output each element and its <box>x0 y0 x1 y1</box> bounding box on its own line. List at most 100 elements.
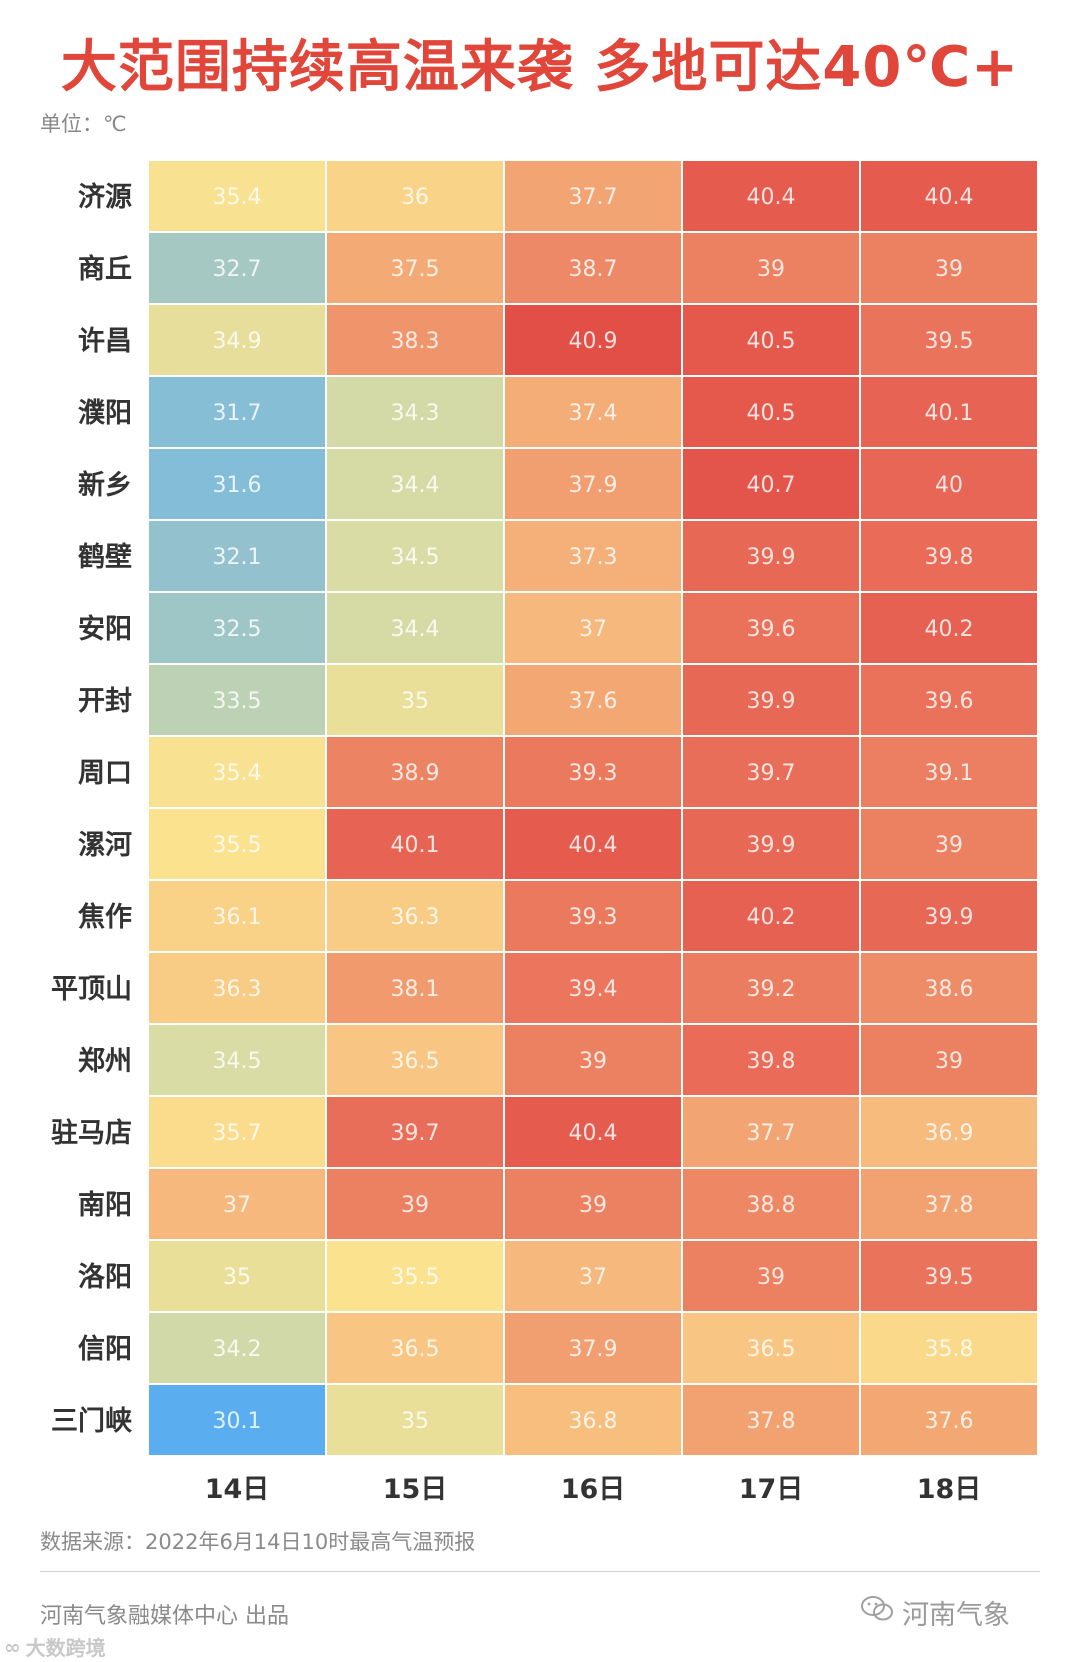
row-label: 平顶山 <box>51 974 132 1005</box>
row-label: 漯河 <box>78 830 132 861</box>
cell-value: 40.4 <box>747 185 796 210</box>
cell-value: 36.5 <box>391 1337 440 1362</box>
producer-credit: 河南气象融媒体中心 出品 <box>40 1604 289 1629</box>
cell-value: 39.9 <box>747 833 796 858</box>
column-label: 18日 <box>917 1474 982 1505</box>
heatmap-cell <box>325 1095 505 1169</box>
cell-value: 36.5 <box>747 1337 796 1362</box>
cell-value: 38.9 <box>391 761 440 786</box>
cell-value: 37.9 <box>569 473 618 498</box>
cell-value: 32.5 <box>213 617 262 642</box>
cell-value: 39 <box>935 833 963 858</box>
row-label: 南阳 <box>78 1190 132 1221</box>
heatmap-cell <box>681 519 861 593</box>
cell-value: 36 <box>401 185 429 210</box>
heatmap-cell <box>147 1383 327 1457</box>
heatmap-cell <box>147 1311 327 1385</box>
cell-value: 35.5 <box>213 833 262 858</box>
cell-value: 39 <box>935 1049 963 1074</box>
heatmap-cell <box>325 1239 505 1313</box>
row-label: 郑州 <box>78 1046 132 1077</box>
heatmap-cell <box>325 159 505 233</box>
heatmap-cell <box>859 375 1039 449</box>
data-source-note: 数据来源：2022年6月14日10时最高气温预报 <box>40 1530 476 1554</box>
heatmap-cell <box>859 519 1039 593</box>
unit-label: 单位：℃ <box>40 112 127 136</box>
cell-value: 35.7 <box>213 1121 262 1146</box>
column-label: 14日 <box>205 1474 270 1505</box>
cell-value: 37.3 <box>569 545 618 570</box>
heatmap-cell <box>147 375 327 449</box>
heatmap-cell <box>859 1095 1039 1169</box>
cell-value: 35 <box>401 689 429 714</box>
cell-value: 37.4 <box>569 401 618 426</box>
heatmap-cell <box>325 735 505 809</box>
cell-value: 39.7 <box>747 761 796 786</box>
row-label: 三门峡 <box>51 1406 132 1437</box>
cell-value: 36.5 <box>391 1049 440 1074</box>
cell-value: 40.9 <box>569 329 618 354</box>
cell-value: 40.5 <box>747 401 796 426</box>
cell-value: 37.5 <box>391 257 440 282</box>
cell-value: 39 <box>757 1265 785 1290</box>
cell-value: 39.9 <box>925 905 974 930</box>
heatmap-cell <box>503 447 683 521</box>
cell-value: 31.6 <box>213 473 262 498</box>
cell-value: 30.1 <box>213 1409 262 1434</box>
heatmap-cell <box>325 519 505 593</box>
heatmap-cell <box>859 1023 1039 1097</box>
heatmap-cell <box>147 1239 327 1313</box>
cell-value: 40.7 <box>747 473 796 498</box>
row-label: 驻马店 <box>51 1118 132 1149</box>
row-label: 济源 <box>78 182 132 213</box>
row-label: 周口 <box>78 758 132 789</box>
row-label: 开封 <box>78 686 132 717</box>
cell-value: 40.4 <box>569 833 618 858</box>
heatmap-cell <box>147 231 327 305</box>
chart-title: 大范围持续高温来袭 多地可达40℃+ <box>60 35 1020 100</box>
cell-value: 40.5 <box>747 329 796 354</box>
cell-value: 39.1 <box>925 761 974 786</box>
watermark-logo-icon: ∞ <box>4 1634 21 1659</box>
cell-value: 38.8 <box>747 1193 796 1218</box>
cell-value: 35 <box>401 1409 429 1434</box>
heatmap-cell <box>503 1239 683 1313</box>
cell-value: 34.5 <box>213 1049 262 1074</box>
heatmap-cell <box>325 303 505 377</box>
heatmap-cell <box>325 1311 505 1385</box>
cell-value: 39.2 <box>747 977 796 1002</box>
heatmap-cell <box>681 375 861 449</box>
watermark-text: 大数跨境 <box>25 1636 106 1660</box>
cell-value: 35.8 <box>925 1337 974 1362</box>
cell-value: 34.2 <box>213 1337 262 1362</box>
watermark: ∞ 大数跨境 <box>4 1632 106 1661</box>
heatmap-cell <box>325 1167 505 1241</box>
heatmap-cell <box>859 1311 1039 1385</box>
account-name: 河南气象 <box>902 1600 1010 1631</box>
cell-value: 37.7 <box>747 1121 796 1146</box>
heatmap-cell <box>147 663 327 737</box>
cell-value: 39.5 <box>925 329 974 354</box>
heatmap-cell <box>859 447 1039 521</box>
heatmap-cell <box>859 1167 1039 1241</box>
heatmap-cell <box>325 1383 505 1457</box>
cell-value: 39 <box>757 257 785 282</box>
cell-value: 39.8 <box>925 545 974 570</box>
heatmap-cell <box>681 303 861 377</box>
cell-value: 39.8 <box>747 1049 796 1074</box>
heatmap-cell <box>147 1095 327 1169</box>
heatmap-cell <box>325 375 505 449</box>
heatmap-cell <box>503 1167 683 1241</box>
cell-value: 36.3 <box>391 905 440 930</box>
cell-value: 39.9 <box>747 545 796 570</box>
column-label: 15日 <box>383 1474 448 1505</box>
cell-value: 38.7 <box>569 257 618 282</box>
cell-value: 37.6 <box>925 1409 974 1434</box>
heatmap-cell <box>859 879 1039 953</box>
row-label: 鹤壁 <box>78 541 132 573</box>
cell-value: 36.1 <box>213 905 262 930</box>
row-label: 商丘 <box>78 254 132 285</box>
cell-value: 34.4 <box>391 617 440 642</box>
heatmap-cell <box>325 663 505 737</box>
row-label: 洛阳 <box>78 1262 132 1293</box>
